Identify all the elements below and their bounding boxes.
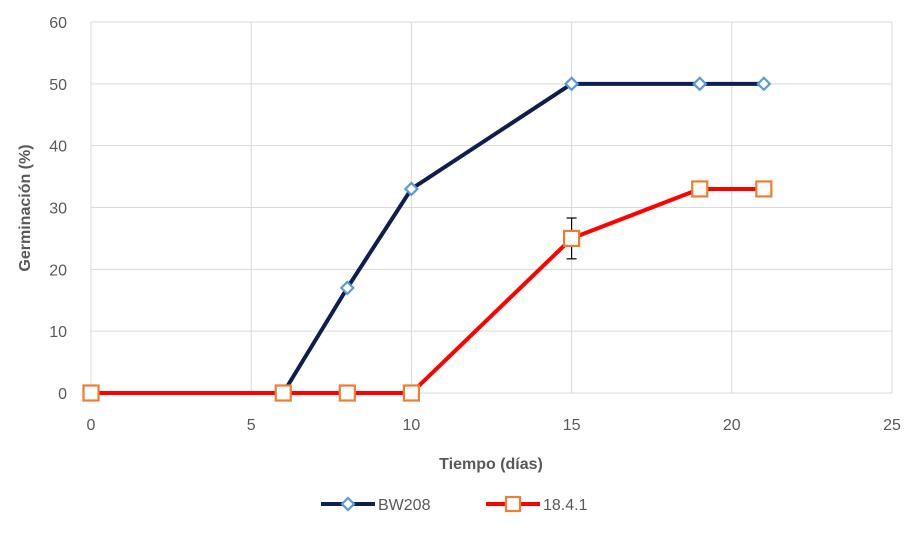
y-tick-label-10: 10 bbox=[49, 324, 67, 341]
x-tick-label-20: 20 bbox=[723, 417, 741, 434]
y-tick-label-50: 50 bbox=[49, 77, 67, 94]
x-tick-label-15: 15 bbox=[563, 417, 581, 434]
point-1-1 bbox=[274, 384, 292, 402]
point-0-2 bbox=[339, 280, 355, 296]
y-axis-title: Germinación (%) bbox=[17, 144, 34, 271]
point-1-0 bbox=[82, 384, 100, 402]
point-1-4 bbox=[562, 229, 581, 248]
legend-marker-18-4-1 bbox=[504, 495, 522, 513]
y-tick-label-0: 0 bbox=[58, 386, 67, 403]
point-0-6 bbox=[756, 76, 772, 92]
x-axis-title: Tiempo (días) bbox=[439, 456, 543, 473]
y-tick-label-40: 40 bbox=[49, 139, 67, 156]
y-tick-label-30: 30 bbox=[49, 201, 67, 218]
legend: BW208 18.4.1 bbox=[321, 495, 588, 514]
point-0-4 bbox=[564, 76, 580, 92]
series-line-0 bbox=[91, 81, 764, 395]
point-0-5 bbox=[692, 76, 708, 92]
legend-label-bw208: BW208 bbox=[378, 497, 431, 514]
y-tick-label-60: 60 bbox=[49, 15, 67, 32]
x-tick-label-5: 5 bbox=[247, 417, 256, 434]
tick-labels: 0 5 10 15 20 25 0 10 20 30 40 50 60 bbox=[49, 15, 901, 434]
x-tick-label-25: 25 bbox=[883, 417, 901, 434]
legend-marker-bw208 bbox=[340, 496, 356, 512]
gridlines bbox=[90, 21, 893, 394]
plot-series bbox=[82, 76, 773, 402]
point-1-5 bbox=[691, 180, 709, 198]
point-1-2 bbox=[338, 384, 356, 402]
legend-label-18-4-1: 18.4.1 bbox=[543, 497, 588, 514]
point-1-3 bbox=[402, 384, 420, 402]
x-tick-label-0: 0 bbox=[87, 417, 96, 434]
point-1-6 bbox=[755, 180, 773, 198]
point-0-3 bbox=[403, 181, 419, 197]
series-line-1 bbox=[91, 186, 764, 395]
y-tick-label-20: 20 bbox=[49, 262, 67, 279]
x-tick-label-10: 10 bbox=[403, 417, 421, 434]
